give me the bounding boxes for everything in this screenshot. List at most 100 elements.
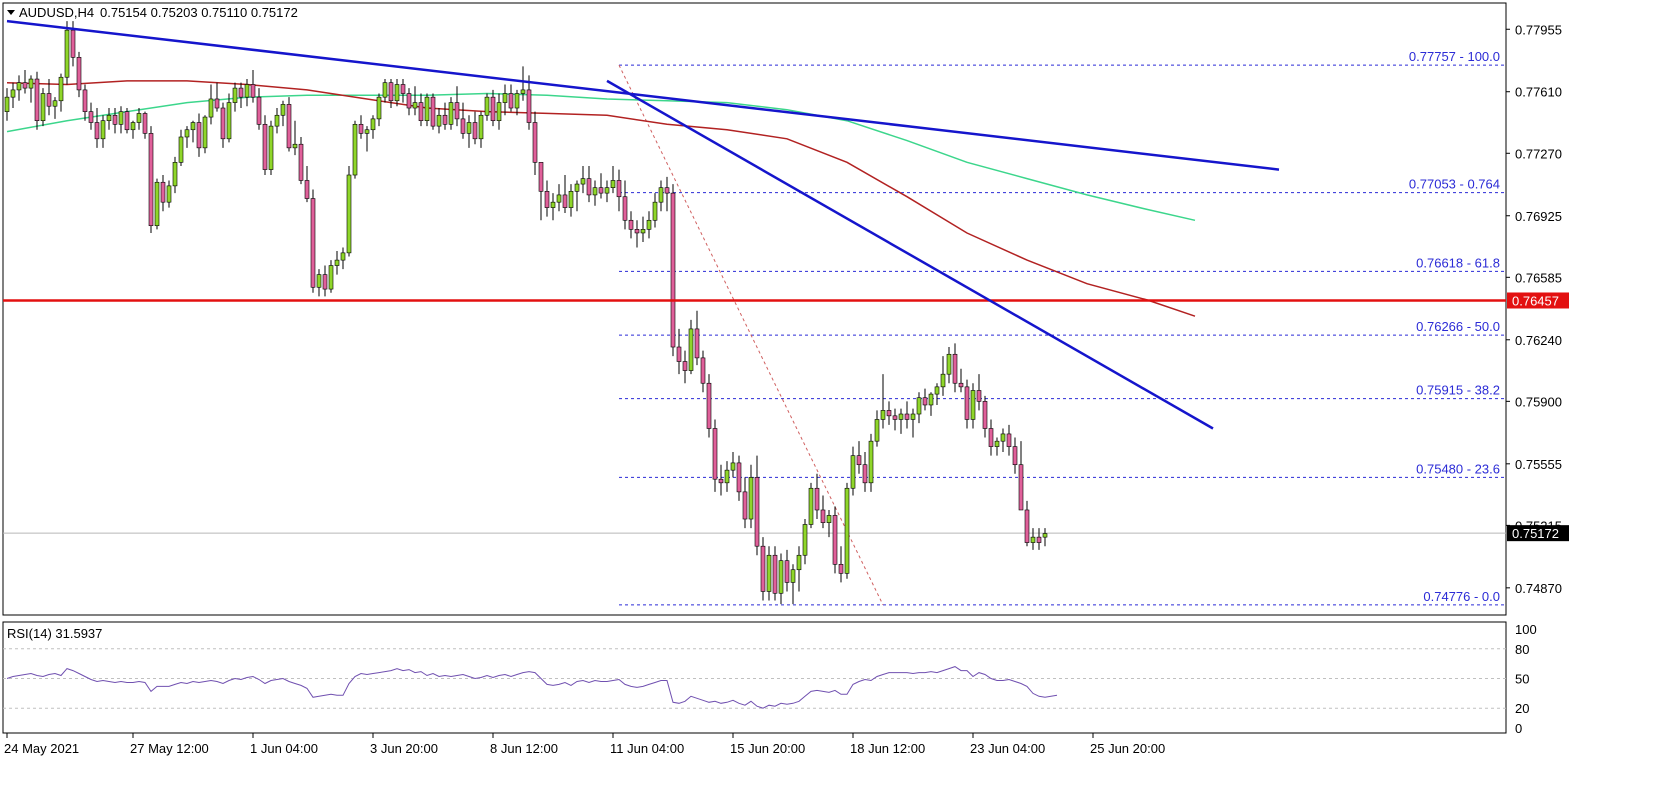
candle-body-bear (148, 133, 154, 227)
candle-body-bear (526, 89, 532, 123)
candle (1000, 428, 1006, 453)
candle (538, 162, 544, 221)
candle-body-bull (328, 265, 334, 290)
candle (994, 437, 1000, 456)
candle-body-bear (82, 89, 88, 112)
candle (202, 115, 208, 154)
price-tick-label: 0.76240 (1515, 333, 1562, 348)
candle-body-bear (34, 78, 40, 121)
dropdown-triangle-icon[interactable] (7, 10, 15, 15)
candle-body-bear (406, 93, 412, 109)
candle-body-bear (598, 187, 604, 194)
time-tick-label: 11 Jun 04:00 (610, 741, 684, 756)
candle-body-bull (346, 174, 352, 254)
candle (640, 216, 646, 243)
candle-body-bear (508, 93, 514, 109)
candle-body-bear (196, 122, 202, 149)
support-price-label: 0.76457 (1512, 293, 1559, 308)
candle-body-bull (640, 229, 646, 234)
candle (40, 88, 46, 127)
candle-body-bear (388, 82, 394, 102)
candle-body-bear (322, 274, 328, 290)
candle-body-bear (700, 357, 706, 384)
candle (892, 408, 898, 431)
candle-body-bull (796, 554, 802, 571)
candle (238, 82, 244, 109)
candle (724, 461, 730, 492)
candle (430, 93, 436, 130)
candle (256, 88, 262, 130)
candle (946, 347, 952, 384)
candlestick-series (4, 21, 1048, 605)
candle-body-bear (892, 415, 898, 420)
candle (808, 482, 814, 529)
candle (232, 82, 238, 112)
candle (214, 82, 220, 112)
candle-body-bull (850, 455, 856, 489)
symbol-label: AUDUSD,H4 (19, 5, 94, 20)
candle-body-bear (760, 545, 766, 592)
candle-body-bear (622, 196, 628, 221)
candle-body-bear (832, 515, 838, 565)
candle-body-bear (694, 328, 700, 359)
candle-body-bear (310, 198, 316, 288)
candle (466, 115, 472, 148)
candle-body-bear (454, 102, 460, 120)
fib-level-label: 0.75480 - 23.6 (1416, 461, 1500, 476)
candle (400, 79, 406, 103)
candle-body-bull (4, 96, 10, 112)
candle (4, 88, 10, 121)
candle (868, 433, 874, 492)
candle (910, 408, 916, 438)
time-tick-label: 15 Jun 20:00 (730, 741, 805, 756)
candle-body-bear (664, 187, 670, 194)
candle-body-bull (646, 219, 652, 230)
candle-body-bull (52, 100, 58, 107)
candle (28, 75, 34, 103)
candle (1042, 528, 1048, 547)
candle (34, 71, 40, 130)
candle (712, 419, 718, 492)
candle (328, 260, 334, 293)
candle-body-bull (10, 89, 16, 98)
candle-body-bull (580, 178, 586, 185)
candle-body-bull (292, 143, 298, 149)
candle (148, 126, 154, 233)
candle (556, 184, 562, 212)
candle-body-bear (442, 114, 448, 125)
candle-body-bull (16, 82, 22, 91)
candle (226, 93, 232, 143)
candle (490, 89, 496, 127)
candle (598, 173, 604, 199)
time-tick-label: 1 Jun 04:00 (250, 741, 318, 756)
candle (346, 165, 352, 257)
candle (562, 175, 568, 214)
candle (928, 392, 934, 416)
rsi-pane-frame (2, 621, 1507, 734)
candle-body-bear (616, 180, 622, 198)
candle (916, 392, 922, 424)
chart-header: AUDUSD,H4 0.75154 0.75203 0.75110 0.7517… (7, 5, 298, 20)
candle (850, 446, 856, 496)
candle (700, 350, 706, 393)
candle (82, 84, 88, 121)
candle (670, 184, 676, 357)
candle (382, 79, 388, 103)
candle-body-bear (70, 29, 76, 58)
candle-body-bear (922, 397, 928, 406)
candle (310, 189, 316, 293)
candle-body-bull (934, 386, 940, 395)
fib-level-label: 0.76266 - 50.0 (1416, 319, 1500, 334)
candle (1018, 441, 1024, 511)
candle-body-bear (1006, 433, 1012, 447)
candle-body-bull (478, 114, 484, 140)
candle-body-bull (496, 102, 502, 121)
sma-fast-line (6, 92, 1196, 222)
candle (820, 495, 826, 529)
candle (610, 165, 616, 194)
candle (970, 383, 976, 429)
rsi-tick-label: 80 (1515, 642, 1529, 657)
candle-body-bull (130, 122, 136, 131)
candle (982, 395, 988, 438)
candle (76, 51, 82, 98)
